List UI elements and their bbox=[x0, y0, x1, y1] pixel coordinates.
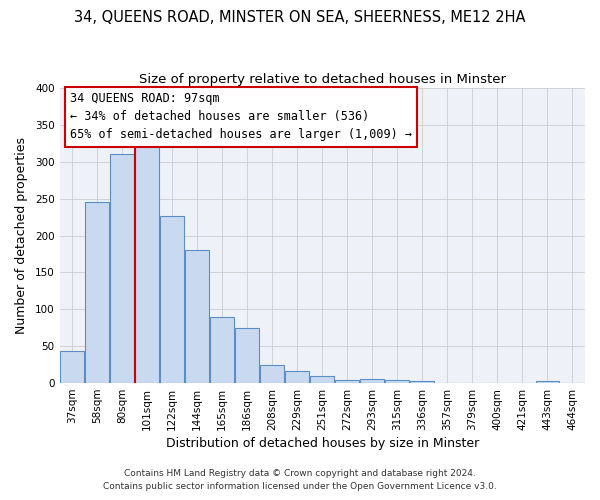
Y-axis label: Number of detached properties: Number of detached properties bbox=[15, 137, 28, 334]
Title: Size of property relative to detached houses in Minster: Size of property relative to detached ho… bbox=[139, 72, 506, 86]
Bar bbox=[310, 376, 334, 383]
Bar bbox=[185, 250, 209, 383]
Bar bbox=[110, 154, 134, 383]
Text: 34 QUEENS ROAD: 97sqm
← 34% of detached houses are smaller (536)
65% of semi-det: 34 QUEENS ROAD: 97sqm ← 34% of detached … bbox=[70, 92, 412, 142]
Text: 34, QUEENS ROAD, MINSTER ON SEA, SHEERNESS, ME12 2HA: 34, QUEENS ROAD, MINSTER ON SEA, SHEERNE… bbox=[74, 10, 526, 25]
Bar bbox=[135, 136, 159, 383]
Bar bbox=[211, 316, 234, 383]
Bar bbox=[160, 216, 184, 383]
Bar bbox=[235, 328, 259, 383]
Bar bbox=[410, 381, 434, 383]
Bar bbox=[536, 381, 559, 383]
Bar bbox=[60, 352, 84, 383]
X-axis label: Distribution of detached houses by size in Minster: Distribution of detached houses by size … bbox=[166, 437, 479, 450]
Bar bbox=[260, 364, 284, 383]
Bar bbox=[385, 380, 409, 383]
Bar bbox=[361, 380, 384, 383]
Bar bbox=[286, 370, 309, 383]
Bar bbox=[85, 202, 109, 383]
Bar bbox=[335, 380, 359, 383]
Text: Contains HM Land Registry data © Crown copyright and database right 2024.
Contai: Contains HM Land Registry data © Crown c… bbox=[103, 470, 497, 491]
